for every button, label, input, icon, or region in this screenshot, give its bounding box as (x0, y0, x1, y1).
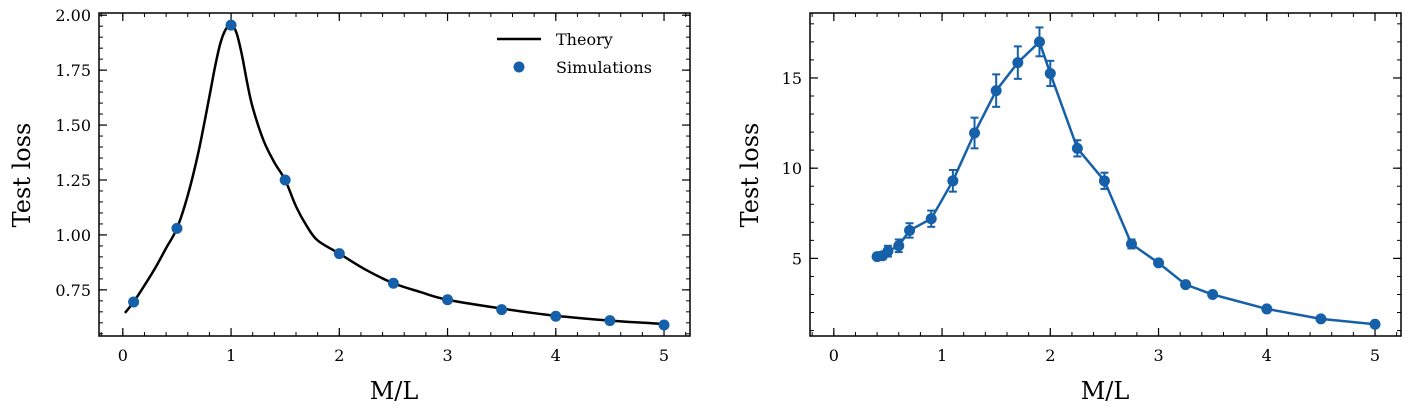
left-plot-frame (98, 12, 691, 337)
right-y-tick-label: 15 (782, 69, 802, 88)
right-x-tick-label: 4 (1262, 346, 1272, 365)
right-x-axis-title: M/L (1081, 377, 1130, 405)
simulation-point (387, 277, 399, 289)
legend-simulations-marker (513, 61, 525, 73)
left-y-tick-label: 1.25 (55, 171, 91, 190)
right-plot-frame (809, 12, 1402, 337)
loss-point (893, 240, 905, 252)
left-x-axis-title: M/L (370, 377, 419, 405)
simulation-point (658, 319, 670, 331)
simulation-point (128, 296, 140, 308)
simulation-point (604, 315, 616, 327)
loss-point (1071, 142, 1083, 154)
simulation-point (279, 174, 291, 186)
left-y-tick-label: 1.50 (55, 116, 91, 135)
left-y-axis-title: Test loss (8, 123, 36, 228)
loss-point (1261, 303, 1273, 315)
left-x-tick-label: 2 (334, 346, 344, 365)
loss-point (1044, 67, 1056, 79)
loss-point (925, 213, 937, 225)
loss-point (947, 175, 959, 187)
loss-point (1012, 57, 1024, 69)
simulation-point (225, 19, 237, 31)
left-y-tick-label: 2.00 (55, 6, 91, 25)
right-x-tick-label: 3 (1153, 346, 1163, 365)
left-x-tick-label: 1 (226, 346, 236, 365)
left-y-tick-label: 0.75 (55, 281, 91, 300)
loss-point (1207, 288, 1219, 300)
left-x-tick-label: 5 (659, 346, 669, 365)
left-y-tick-label: 1.00 (55, 226, 91, 245)
right-y-tick-label: 10 (782, 159, 802, 178)
loss-point (1125, 238, 1137, 250)
loss-point (1098, 175, 1110, 187)
left-x-tick-label: 3 (442, 346, 452, 365)
loss-point (1153, 257, 1165, 269)
left-series-group (123, 19, 670, 331)
loss-point (1180, 279, 1192, 291)
simulation-point (333, 248, 345, 260)
right-x-tick-label: 5 (1370, 346, 1380, 365)
simulation-point (442, 294, 454, 306)
left-tick-group: 0 1 2 3 4 5 0.75 1.00 1.25 1.50 1.75 2.00 (55, 6, 690, 365)
loss-point (1369, 318, 1381, 330)
left-x-tick-label: 4 (551, 346, 561, 365)
loss-point (882, 245, 894, 257)
simulation-point (550, 310, 562, 322)
right-x-tick-label: 0 (829, 346, 839, 365)
loss-point (990, 85, 1002, 97)
simulation-point (496, 304, 508, 316)
loss-point (904, 224, 916, 236)
right-x-tick-label: 1 (937, 346, 947, 365)
left-x-tick-label: 0 (118, 346, 128, 365)
legend: Theory Simulations (497, 30, 652, 77)
right-series-group (871, 26, 1381, 330)
left-y-tick-label: 1.75 (55, 61, 91, 80)
right-y-tick-label: 5 (792, 249, 802, 268)
loss-point (1315, 313, 1327, 325)
legend-theory-label: Theory (556, 30, 613, 49)
loss-point (1033, 36, 1045, 48)
right-tick-group: 0 1 2 3 4 5 5 10 15 (782, 13, 1401, 365)
simulation-point (171, 222, 183, 234)
right-y-axis-title: Test loss (736, 123, 764, 228)
right-panel: 0 1 2 3 4 5 5 10 15 M/L Test loss (736, 12, 1402, 405)
right-x-tick-label: 2 (1045, 346, 1055, 365)
legend-simulations-label: Simulations (556, 58, 652, 77)
loss-point (969, 127, 981, 139)
left-panel: 0 1 2 3 4 5 0.75 1.00 1.25 1.50 1.75 2.00 M/L Test … (8, 6, 691, 405)
